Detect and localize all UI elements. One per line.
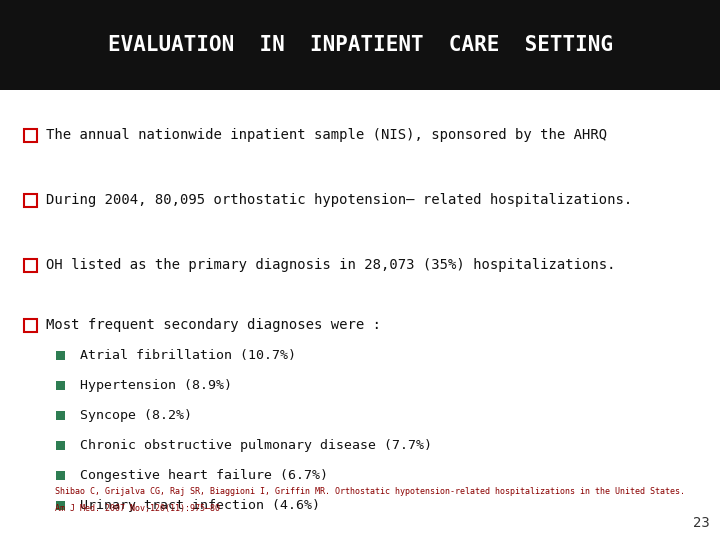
Text: Hypertension (8.9%): Hypertension (8.9%) bbox=[80, 379, 232, 392]
Text: Shibao C, Grijalva CG, Raj SR, Biaggioni I, Griffin MR. Orthostatic hypotension-: Shibao C, Grijalva CG, Raj SR, Biaggioni… bbox=[55, 488, 685, 496]
Bar bbox=[55, 470, 65, 480]
Text: OH listed as the primary diagnosis in 28,073 (35%) hospitalizations.: OH listed as the primary diagnosis in 28… bbox=[47, 258, 616, 272]
Text: 23: 23 bbox=[693, 516, 710, 530]
Bar bbox=[55, 410, 65, 420]
Bar bbox=[55, 441, 65, 449]
Text: The annual nationwide inpatient sample (NIS), sponsored by the AHRQ: The annual nationwide inpatient sample (… bbox=[47, 128, 608, 142]
Bar bbox=[24, 193, 37, 206]
Text: During 2004, 80,095 orthostatic hypotension– related hospitalizations.: During 2004, 80,095 orthostatic hypotens… bbox=[47, 193, 633, 207]
Bar bbox=[24, 319, 37, 332]
Text: Atrial fibrillation (10.7%): Atrial fibrillation (10.7%) bbox=[80, 348, 296, 361]
Text: EVALUATION  IN  INPATIENT  CARE  SETTING: EVALUATION IN INPATIENT CARE SETTING bbox=[107, 35, 613, 55]
Text: Syncope (8.2%): Syncope (8.2%) bbox=[80, 408, 192, 422]
Text: Urinary tract infection (4.6%): Urinary tract infection (4.6%) bbox=[80, 498, 320, 511]
Text: Chronic obstructive pulmonary disease (7.7%): Chronic obstructive pulmonary disease (7… bbox=[80, 438, 432, 451]
Text: Most frequent secondary diagnoses were :: Most frequent secondary diagnoses were : bbox=[47, 318, 382, 332]
Bar bbox=[24, 259, 37, 272]
Bar bbox=[55, 350, 65, 360]
Bar bbox=[55, 501, 65, 510]
Text: Congestive heart failure (6.7%): Congestive heart failure (6.7%) bbox=[80, 469, 328, 482]
Bar bbox=[55, 381, 65, 389]
Bar bbox=[0, 0, 720, 90]
Bar bbox=[24, 129, 37, 141]
Text: Am J Med. 2007 Nov;120(11):975–80: Am J Med. 2007 Nov;120(11):975–80 bbox=[55, 503, 220, 512]
